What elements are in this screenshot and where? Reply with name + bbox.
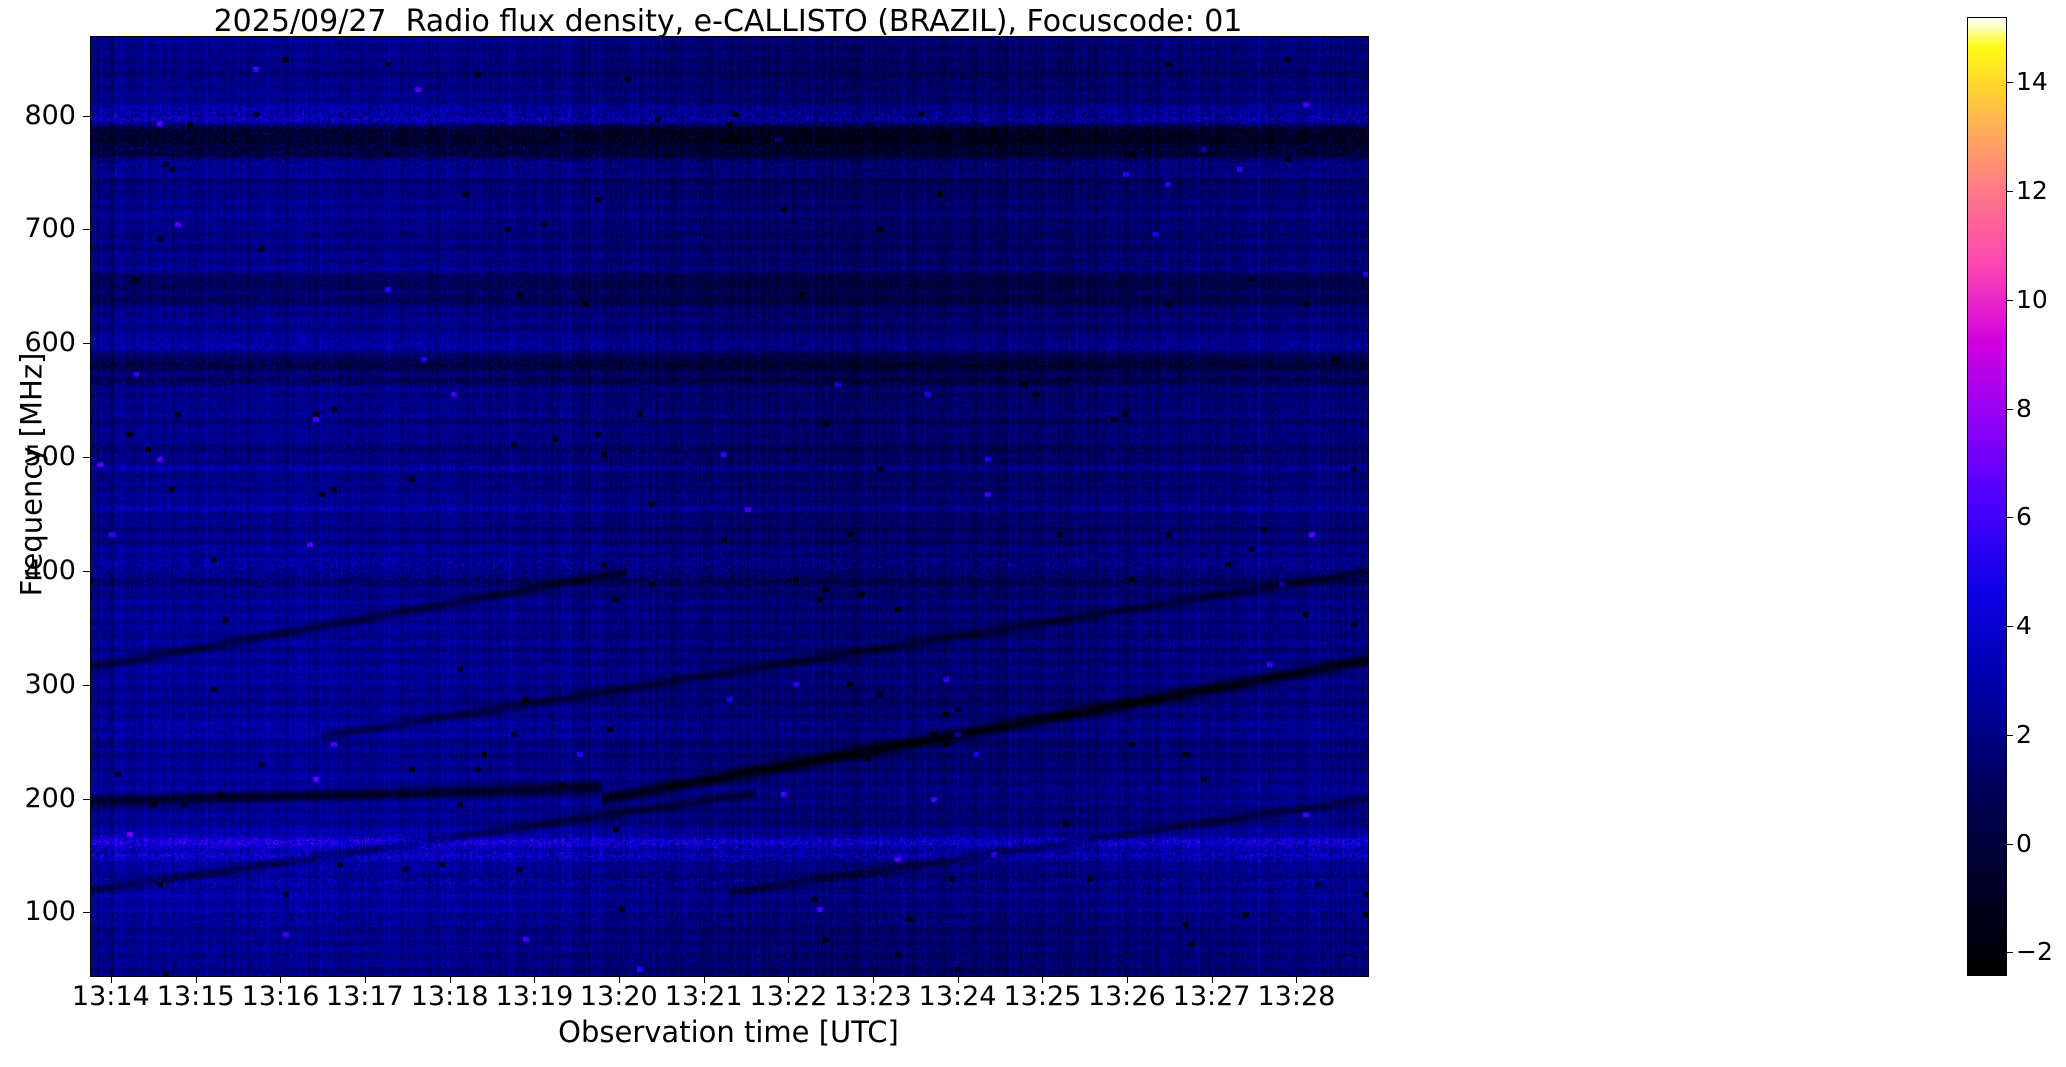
colorbar-tick-label: 6 bbox=[2016, 502, 2032, 532]
chart-title: 2025/09/27 Radio flux density, e-CALLIST… bbox=[213, 4, 1243, 39]
colorbar-gradient bbox=[1968, 18, 2006, 975]
colorbar-tick-label: 2 bbox=[2016, 719, 2032, 749]
y-tick-mark bbox=[83, 570, 90, 572]
spectrogram-axes[interactable] bbox=[90, 36, 1369, 977]
y-tick-mark bbox=[83, 229, 90, 231]
y-tick-label: 200 bbox=[24, 782, 76, 814]
y-tick-label: 700 bbox=[24, 213, 76, 245]
x-tick-label: 13:14 bbox=[71, 981, 150, 1012]
colorbar-tick-label: 10 bbox=[2016, 284, 2048, 314]
spectrogram-image[interactable] bbox=[91, 37, 1368, 976]
colorbar-tick-mark bbox=[2006, 626, 2013, 627]
x-tick-mark bbox=[1126, 976, 1128, 983]
x-tick-label: 13:16 bbox=[241, 981, 320, 1012]
y-tick-mark bbox=[83, 343, 90, 345]
x-tick-label: 13:23 bbox=[833, 981, 912, 1012]
colorbar-tick-mark bbox=[2006, 408, 2013, 410]
colorbar-tick-mark bbox=[2006, 952, 2013, 954]
y-tick-mark bbox=[83, 798, 90, 800]
y-tick-label: 600 bbox=[24, 327, 76, 359]
y-tick-label: 500 bbox=[24, 441, 76, 473]
x-tick-mark bbox=[957, 976, 959, 983]
x-tick-label: 13:22 bbox=[749, 981, 828, 1012]
y-tick-label: 800 bbox=[24, 99, 76, 131]
colorbar-tick-mark bbox=[2006, 843, 2013, 845]
x-tick-mark bbox=[280, 976, 282, 983]
colorbar-tick-mark bbox=[2006, 191, 2013, 192]
x-tick-mark bbox=[110, 976, 112, 983]
x-tick-mark bbox=[703, 976, 705, 983]
x-tick-label: 13:19 bbox=[495, 981, 574, 1012]
x-tick-label: 13:21 bbox=[664, 981, 743, 1012]
colorbar-tick-mark bbox=[2006, 299, 2013, 301]
y-axis-label: Frequency [MHz] bbox=[14, 352, 49, 597]
colorbar-tick-label: 14 bbox=[2016, 67, 2048, 97]
y-tick-mark bbox=[83, 115, 90, 117]
x-tick-mark bbox=[195, 976, 197, 983]
x-tick-mark bbox=[618, 976, 620, 983]
x-tick-label: 13:25 bbox=[1003, 981, 1082, 1012]
y-tick-label: 400 bbox=[24, 554, 76, 586]
x-tick-mark bbox=[364, 976, 366, 983]
x-tick-mark bbox=[449, 976, 451, 983]
x-tick-mark bbox=[872, 976, 874, 983]
colorbar-tick-mark bbox=[2006, 82, 2013, 84]
x-tick-label: 13:28 bbox=[1257, 981, 1336, 1012]
y-tick-mark bbox=[83, 684, 90, 686]
x-tick-mark bbox=[788, 976, 790, 983]
y-tick-mark bbox=[83, 912, 90, 914]
x-tick-label: 13:17 bbox=[325, 981, 404, 1012]
x-tick-mark bbox=[534, 976, 536, 983]
colorbar-tick-label: 8 bbox=[2016, 393, 2032, 423]
x-tick-label: 13:27 bbox=[1172, 981, 1251, 1012]
colorbar-tick-label: 12 bbox=[2016, 176, 2048, 205]
y-tick-label: 300 bbox=[24, 668, 76, 700]
x-tick-label: 13:24 bbox=[918, 981, 997, 1012]
colorbar-tick-label: 4 bbox=[2016, 611, 2032, 640]
y-tick-label: 100 bbox=[24, 896, 76, 928]
x-tick-mark bbox=[1211, 976, 1213, 983]
x-tick-label: 13:26 bbox=[1087, 981, 1166, 1012]
x-axis-label: Observation time [UTC] bbox=[558, 1015, 899, 1049]
x-tick-label: 13:20 bbox=[579, 981, 658, 1012]
x-tick-mark bbox=[1296, 976, 1298, 983]
colorbar-axes[interactable] bbox=[1967, 17, 2007, 976]
colorbar-tick-mark bbox=[2006, 517, 2013, 519]
colorbar-tick-label: 0 bbox=[2016, 828, 2032, 858]
x-tick-label: 13:15 bbox=[156, 981, 235, 1012]
y-tick-mark bbox=[83, 457, 90, 459]
x-tick-mark bbox=[1042, 976, 1044, 983]
colorbar-tick-mark bbox=[2006, 734, 2013, 736]
x-tick-label: 13:18 bbox=[410, 981, 489, 1012]
colorbar-tick-label: −2 bbox=[2016, 937, 2053, 967]
